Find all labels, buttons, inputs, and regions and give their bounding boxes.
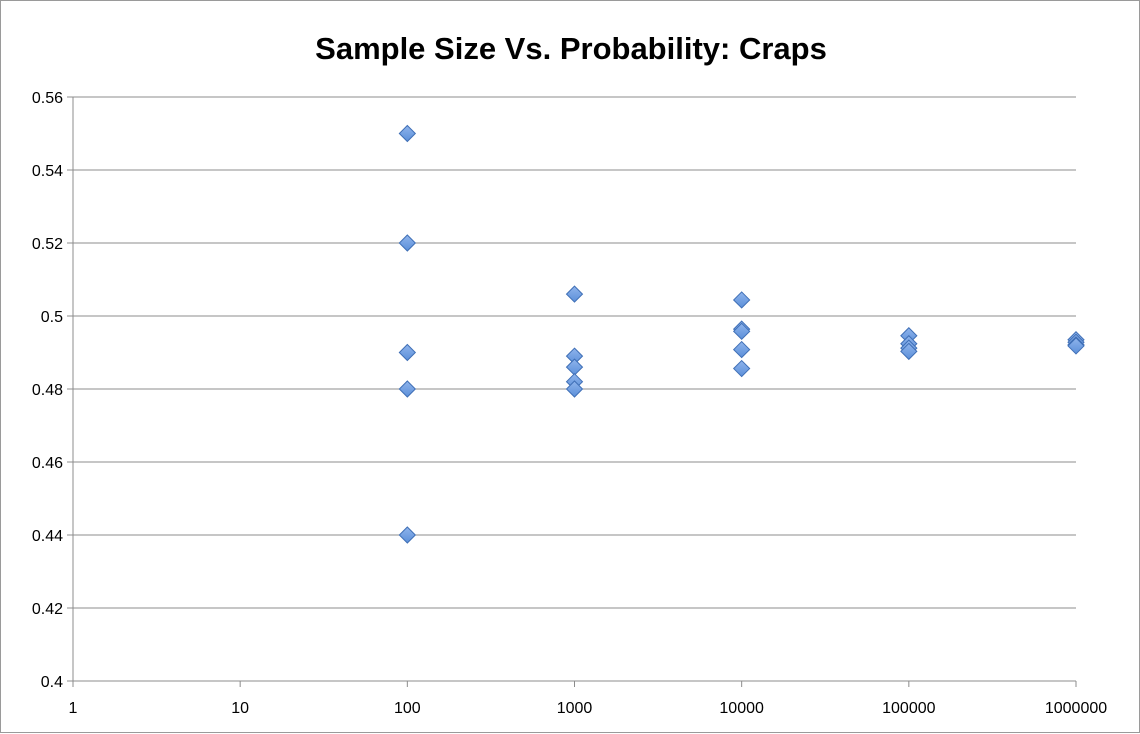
y-tick-label: 0.54	[32, 163, 63, 180]
data-point	[398, 234, 417, 252]
data-point	[398, 343, 417, 362]
data-point	[732, 340, 751, 359]
x-tick-label: 100	[394, 700, 421, 717]
x-tick-label: 1000000	[1045, 700, 1107, 717]
x-tick-label: 10	[231, 700, 249, 717]
data-point	[398, 380, 417, 398]
data-point	[900, 342, 918, 361]
y-tick-label: 0.56	[32, 90, 63, 107]
data-point	[398, 526, 417, 544]
axes	[72, 97, 1077, 687]
y-tick-label: 0.46	[32, 455, 63, 472]
data-point	[398, 124, 417, 143]
data-point	[565, 380, 584, 398]
data-point	[565, 285, 584, 303]
x-tick-label: 1	[69, 700, 78, 717]
data-point	[732, 359, 751, 378]
data-point	[565, 358, 584, 376]
data-point	[1067, 337, 1085, 355]
data-point	[732, 322, 751, 341]
y-tick-label: 0.5	[41, 309, 63, 326]
x-tick-label: 1000	[557, 700, 593, 717]
y-tick-label: 0.52	[32, 236, 63, 253]
y-tick-label: 0.42	[32, 601, 63, 618]
x-tick-label: 10000	[719, 700, 764, 717]
data-point	[732, 291, 751, 309]
x-tick-label: 100000	[882, 700, 935, 717]
gridlines	[67, 96, 1076, 682]
tick-labels: 0.4 0.42 0.44 0.46 0.48 0.5 0.52 0.54 0.56 1 10 100…	[32, 90, 1107, 717]
data-points	[398, 124, 1085, 544]
y-tick-label: 0.4	[41, 674, 63, 691]
y-tick-label: 0.44	[32, 528, 63, 545]
chart-title: Sample Size Vs. Probability: Craps	[315, 31, 827, 66]
y-tick-label: 0.48	[32, 382, 63, 399]
